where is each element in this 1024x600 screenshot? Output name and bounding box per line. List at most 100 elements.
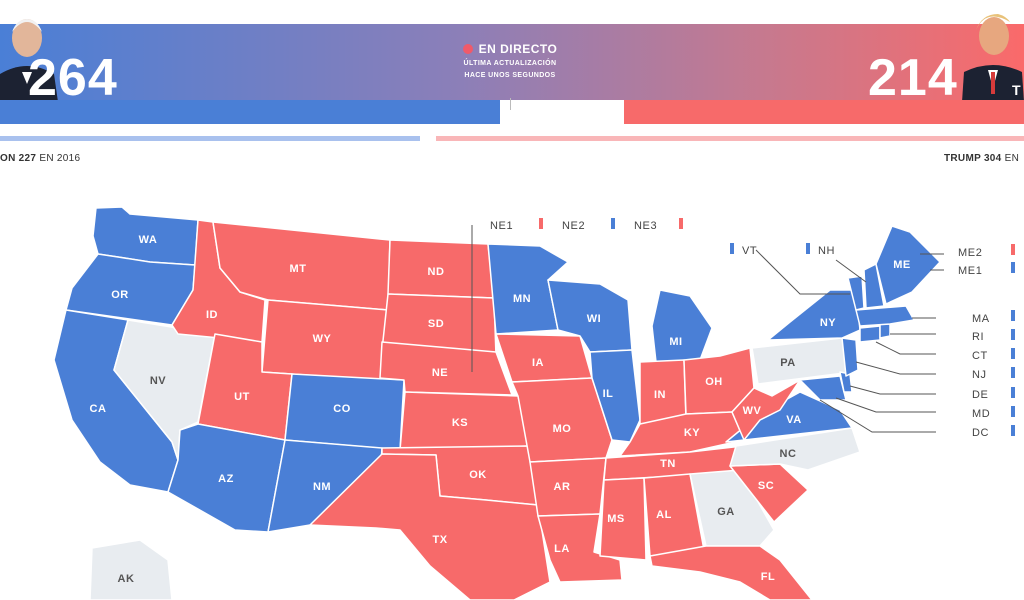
- label-ar: AR: [554, 481, 571, 493]
- rep-2016-result: TRUMP 304 EN: [944, 153, 1019, 164]
- label-tn: TN: [660, 458, 676, 470]
- label-ga: GA: [717, 506, 735, 518]
- label-va: VA: [786, 414, 801, 426]
- label-ne1: NE1: [490, 220, 513, 232]
- state-tx[interactable]: [309, 453, 551, 600]
- live-dot-icon: [462, 44, 473, 54]
- label-wy: WY: [313, 333, 332, 345]
- rep-candidate-portrait: [962, 14, 1024, 102]
- label-sd: SD: [428, 318, 444, 330]
- label-mn: MN: [513, 293, 531, 305]
- ri-swatch: [1011, 329, 1015, 340]
- label-mo: MO: [553, 423, 572, 435]
- state-ny[interactable]: [767, 289, 861, 341]
- state-nj[interactable]: [841, 337, 859, 377]
- state-md[interactable]: [799, 375, 847, 401]
- dem-2016-votes: ON 227: [0, 153, 37, 164]
- state-fl[interactable]: [649, 545, 813, 600]
- state-ga[interactable]: [689, 469, 775, 547]
- nh-leader-line: [835, 259, 867, 283]
- label-ma: MA: [972, 313, 990, 325]
- state-mi[interactable]: [651, 289, 713, 363]
- label-ky: KY: [684, 427, 700, 439]
- dem-candidate-portrait: [0, 19, 58, 102]
- label-ri: RI: [972, 331, 984, 343]
- results-header-band: [0, 24, 1024, 102]
- me2-swatch: [1011, 244, 1015, 255]
- remaining-progress-bar: [500, 100, 624, 124]
- label-mi: MI: [669, 336, 682, 348]
- md-leader-line: [835, 397, 936, 413]
- nh-swatch: [806, 243, 810, 254]
- state-ia[interactable]: [495, 333, 593, 383]
- label-me1: ME1: [958, 265, 982, 277]
- label-in: IN: [654, 389, 666, 401]
- label-ne2: NE2: [562, 220, 585, 232]
- label-az: AZ: [218, 473, 234, 485]
- state-ct[interactable]: [859, 325, 881, 343]
- label-ny: NY: [820, 317, 836, 329]
- rep-electoral-votes: 214: [868, 49, 958, 107]
- label-al: AL: [656, 509, 672, 521]
- label-dc: DC: [972, 427, 989, 439]
- label-id: ID: [206, 309, 218, 321]
- state-me[interactable]: [875, 225, 941, 305]
- me1-swatch: [1011, 262, 1015, 273]
- md-swatch: [1011, 406, 1015, 417]
- state-ak[interactable]: [89, 539, 173, 600]
- label-or: OR: [111, 289, 129, 301]
- ma-swatch: [1011, 310, 1015, 321]
- label-ms: MS: [607, 513, 625, 525]
- label-ct: CT: [972, 350, 988, 362]
- label-nm: NM: [313, 481, 331, 493]
- label-nh: NH: [818, 245, 835, 257]
- label-me2: ME2: [958, 247, 982, 259]
- vt-leader-line: [755, 249, 850, 295]
- ct-leader-line: [875, 341, 936, 355]
- label-tx: TX: [432, 534, 447, 546]
- state-nh[interactable]: [863, 263, 885, 309]
- state-ma[interactable]: [855, 305, 915, 327]
- label-md: MD: [972, 408, 990, 420]
- label-me: ME: [893, 259, 911, 271]
- label-ne3: NE3: [634, 220, 657, 232]
- live-label: EN DIRECTO: [478, 42, 558, 56]
- us-electoral-map: WA OR CA NV ID MT WY UT CO AZ NM ND SD N…: [53, 206, 1015, 600]
- ne3-swatch: [679, 218, 683, 229]
- dc-leader-line: [819, 399, 936, 433]
- state-ms[interactable]: [599, 477, 647, 561]
- label-nd: ND: [428, 266, 445, 278]
- label-ne: NE: [432, 367, 448, 379]
- label-ia: IA: [532, 357, 544, 369]
- rep-2016-votes: TRUMP 304: [944, 153, 1002, 164]
- label-fl: FL: [761, 571, 775, 583]
- ne2-swatch: [611, 218, 615, 229]
- dem-2016-result: ON 227 EN 2016: [0, 153, 80, 164]
- label-la: LA: [554, 543, 570, 555]
- de-leader-line: [849, 385, 936, 395]
- label-sc: SC: [758, 480, 774, 492]
- last-update-line-1: ÚLTIMA ACTUALIZACIÓN: [463, 60, 557, 67]
- state-vt[interactable]: [847, 275, 865, 311]
- label-nj: NJ: [972, 369, 987, 381]
- state-wv[interactable]: [731, 379, 801, 441]
- label-mt: MT: [290, 263, 307, 275]
- dem-2016-year: EN 2016: [39, 153, 81, 164]
- label-ca: CA: [90, 403, 107, 415]
- label-oh: OH: [705, 376, 723, 388]
- label-ak: AK: [118, 573, 135, 585]
- label-nc: NC: [780, 448, 797, 460]
- ne1-swatch: [539, 218, 543, 229]
- label-ut: UT: [234, 391, 250, 403]
- label-pa: PA: [780, 357, 795, 369]
- district-legend: NE1 NE2 NE3 VT NH ME2 ME1 MA RI CT NJ DE…: [490, 218, 1015, 439]
- dc-swatch: [1011, 425, 1015, 436]
- dem-progress-bar: [0, 100, 500, 124]
- rep-2016-year: EN: [1004, 153, 1020, 164]
- state-ri[interactable]: [879, 323, 891, 339]
- state-la[interactable]: [537, 513, 623, 583]
- label-wi: WI: [587, 313, 601, 325]
- majority-marker: [510, 98, 511, 110]
- dem-electoral-votes: 264: [28, 49, 118, 107]
- last-update-line-2: HACE UNOS SEGUNDOS: [464, 72, 556, 79]
